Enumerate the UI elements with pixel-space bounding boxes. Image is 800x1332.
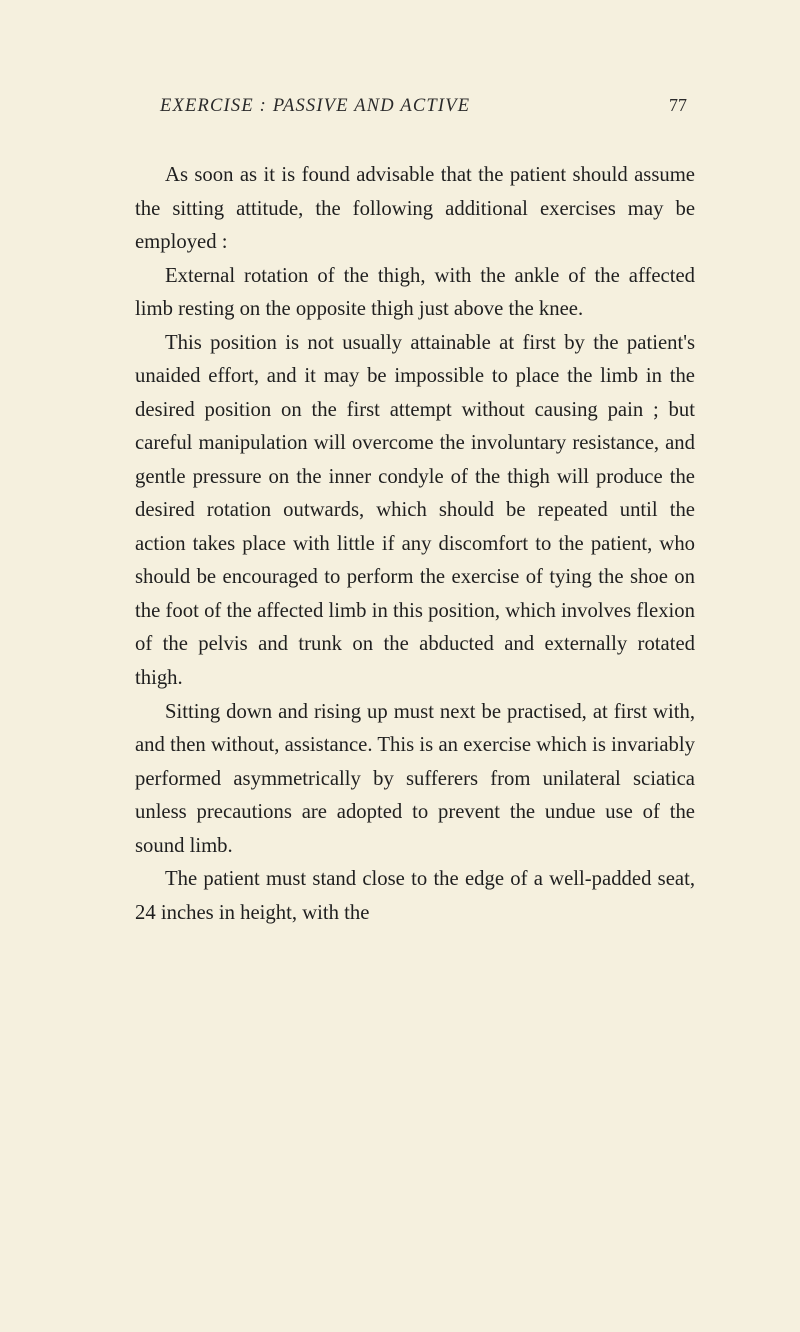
paragraph: Sitting down and rising up must next be …	[135, 696, 695, 864]
paragraph: This position is not usually attainable …	[135, 327, 695, 696]
page-number: 77	[669, 95, 687, 116]
body-text: As soon as it is found advisable that th…	[135, 159, 695, 930]
paragraph: The patient must stand close to the edge…	[135, 863, 695, 930]
paragraph: As soon as it is found advisable that th…	[135, 159, 695, 260]
paragraph: External rotation of the thigh, with the…	[135, 260, 695, 327]
page-container: EXERCISE : PASSIVE AND ACTIVE 77 As soon…	[0, 0, 800, 1332]
page-header: EXERCISE : PASSIVE AND ACTIVE 77	[135, 95, 695, 117]
running-title: EXERCISE : PASSIVE AND ACTIVE	[160, 96, 470, 117]
